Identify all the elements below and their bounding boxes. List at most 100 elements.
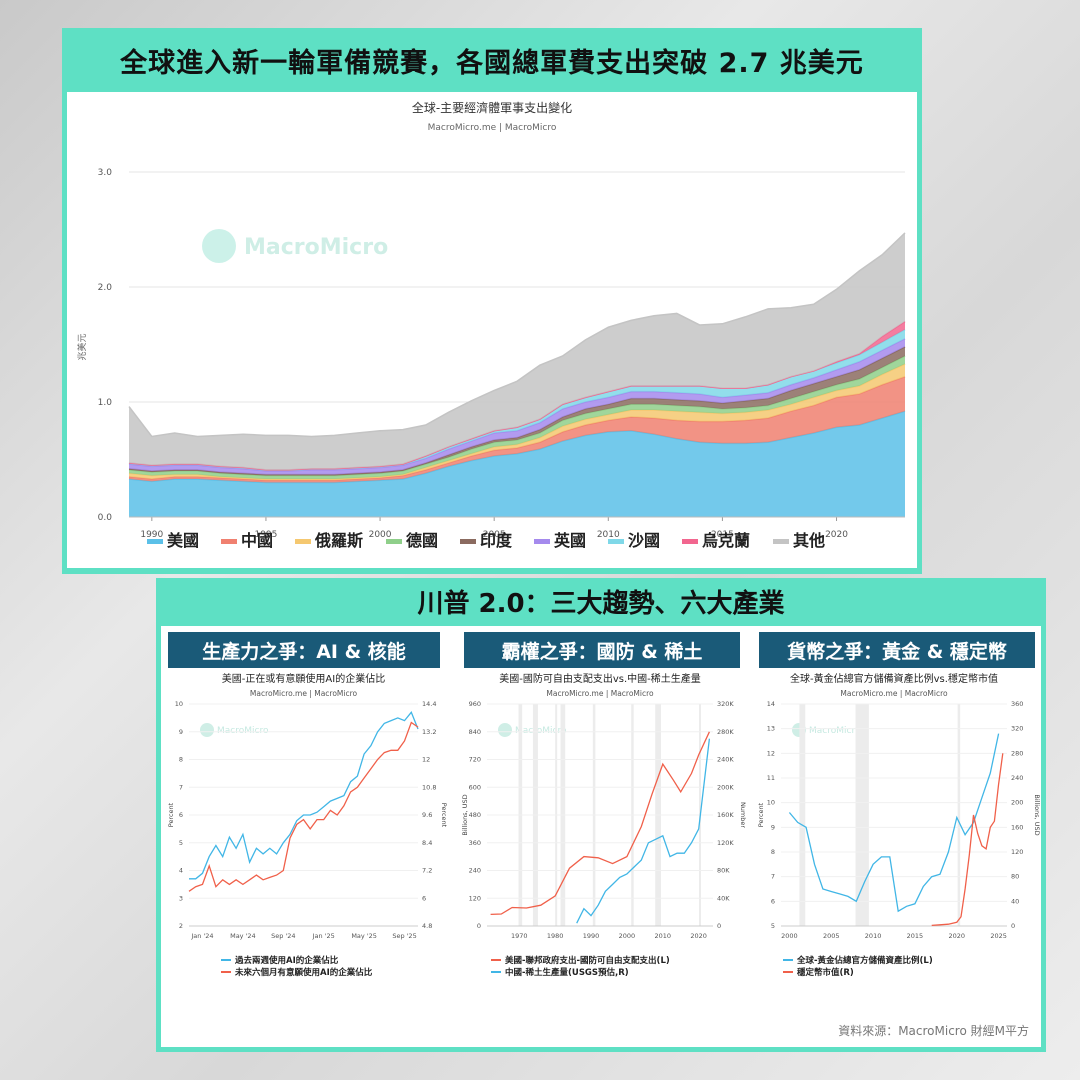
x-tick-label: 1995 <box>254 530 277 540</box>
y-right-tick: 200K <box>717 783 734 791</box>
y-left-tick: 8 <box>771 848 775 856</box>
legend-label: 德國 <box>406 531 438 550</box>
legend-label: 穩定幣市值(R) <box>796 967 854 978</box>
y-left-tick: 5 <box>179 839 183 847</box>
y-right-tick: 320K <box>717 700 734 708</box>
line-series-穩定幣市值(R) <box>931 753 1004 927</box>
y-left-tick: 10 <box>175 700 183 708</box>
legend-item-俄羅斯: 俄羅斯 <box>295 531 363 550</box>
y-left-tick: 14 <box>767 700 775 708</box>
legend-item-印度: 印度 <box>460 531 513 550</box>
y-right-tick: 280 <box>1011 749 1023 757</box>
y-right-tick: 6 <box>422 894 426 902</box>
y-left-tick: 8 <box>179 756 183 764</box>
area-series-中國 <box>129 376 905 483</box>
y-right-tick: 4.8 <box>422 922 432 930</box>
y-left-tick: 2 <box>179 922 183 930</box>
y-right-tick: 13.2 <box>422 728 436 736</box>
panel-chart-subtitle: MacroMicro.me | MacroMicro <box>546 689 654 698</box>
y-right-tick: 240 <box>1011 774 1023 782</box>
y-right-tick: 360 <box>1011 700 1023 708</box>
legend-item-美國: 美國 <box>147 531 199 550</box>
x-tick-label: 2010 <box>865 932 882 940</box>
right-axis-label: Percent <box>440 803 448 828</box>
y-left-tick: 0 <box>477 922 481 930</box>
y-right-tick: 120 <box>1011 848 1023 856</box>
x-tick-label: 1990 <box>583 932 600 940</box>
panel-header-defense: 霸權之爭：國防 & 稀土 <box>464 632 740 668</box>
legend-label: 其他 <box>793 531 825 550</box>
y-right-tick: 240K <box>717 756 734 764</box>
y-right-tick: 9.6 <box>422 811 432 819</box>
gold-stablecoin-chart: 全球-黃金佔總官方儲備資產比例vs.穩定幣市值 MacroMicro.me | M… <box>757 672 1041 978</box>
legend-label: 俄羅斯 <box>314 531 363 550</box>
y-left-tick: 11 <box>767 774 775 782</box>
watermark-logo <box>200 723 214 737</box>
legend-item-穩定幣市值(R): 穩定幣市值(R) <box>783 967 854 978</box>
y-left-tick: 480 <box>469 811 481 819</box>
x-tick-label: 2010 <box>655 932 672 940</box>
x-tick-label: May '24 <box>230 932 256 940</box>
left-axis-label: Billions, USD <box>461 794 469 835</box>
legend-item-英國: 英國 <box>534 531 586 550</box>
line-series-中國-稀土生產量(USGS預估,R) <box>576 738 711 924</box>
legend-label: 中國-稀土生產量(USGS預估,R) <box>505 967 629 978</box>
panel-header-ai: 生產力之爭：AI & 核能 <box>168 632 440 668</box>
x-tick-label: Sep '24 <box>271 932 295 940</box>
area-series-美國 <box>129 411 905 517</box>
y-right-tick: 160K <box>717 811 734 819</box>
source-note: 資料來源：MacroMicro 財經M平方 <box>838 1024 1029 1038</box>
trends-banner-title: 川普 2.0：三大趨勢、六大產業 <box>417 588 785 619</box>
chart-subtitle: MacroMicro.me | MacroMicro <box>428 123 557 133</box>
legend-label: 全球-黃金佔總官方儲備資產比例(L) <box>796 955 933 966</box>
recession-shade <box>799 704 806 926</box>
x-tick-label: 2020 <box>825 530 848 540</box>
watermark-logo <box>498 723 512 737</box>
left-axis-label: Percent <box>757 802 765 827</box>
legend-item-中國-稀土生產量(USGS預估,R): 中國-稀土生產量(USGS預估,R) <box>491 967 629 978</box>
y-right-tick: 8.4 <box>422 839 432 847</box>
y-left-tick: 10 <box>767 799 775 807</box>
panel-header-currency: 貨幣之爭：黃金 & 穩定幣 <box>759 632 1035 668</box>
defense-rare-earth-chart: 美國-國防可自由支配支出vs.中國-稀土生產量 MacroMicro.me | M… <box>461 672 747 978</box>
x-tick-label: Jan '25 <box>312 932 335 940</box>
y-right-tick: 10.8 <box>422 783 436 791</box>
y-left-tick: 5 <box>771 922 775 930</box>
y-left-tick: 6 <box>771 897 775 905</box>
legend-swatch <box>386 539 402 544</box>
panel-chart-subtitle: MacroMicro.me | MacroMicro <box>840 689 948 698</box>
y-left-tick: 9 <box>771 823 775 831</box>
y-right-tick: 80K <box>717 867 730 875</box>
watermark-text: MacroMicro <box>809 726 861 736</box>
y-right-tick: 40 <box>1011 897 1019 905</box>
x-tick-label: 2020 <box>949 932 966 940</box>
legend-label: 美國 <box>167 531 199 550</box>
line-series-全球-黃金佔總官方儲備資產比例(L) <box>788 733 1000 913</box>
panel-chart-title: 美國-國防可自由支配支出vs.中國-稀土生產量 <box>499 672 701 685</box>
y-left-tick: 360 <box>469 839 481 847</box>
x-tick-label: 2015 <box>711 530 734 540</box>
legend-item-過去兩週使用AI的企業佔比: 過去兩週使用AI的企業佔比 <box>221 955 339 966</box>
chart-container: 全球-主要經濟體軍事支出變化 MacroMicro.me | MacroMicro… <box>67 92 917 568</box>
x-tick-label: 1980 <box>547 932 564 940</box>
y-axis-label: 兆美元 <box>76 333 88 360</box>
legend-swatch <box>608 539 624 544</box>
legend-item-中國: 中國 <box>221 531 273 550</box>
watermark-logo <box>202 229 236 263</box>
line-series-過去兩週使用AI的企業佔比 <box>189 711 419 880</box>
legend-item-德國: 德國 <box>386 531 438 550</box>
right-axis-label: Number <box>739 802 747 828</box>
y-left-tick: 600 <box>469 783 481 791</box>
legend-swatch <box>295 539 311 544</box>
military-spending-card: 全球進入新一輪軍備競賽，各國總軍費支出突破 2.7 兆美元 全球-主要經濟體軍事… <box>62 28 922 574</box>
x-tick-label: 2000 <box>369 530 392 540</box>
panel-chart-title: 美國-正在或有意願使用AI的企業佔比 <box>222 672 385 685</box>
y-left-tick: 960 <box>469 700 481 708</box>
legend-label: 過去兩週使用AI的企業佔比 <box>234 955 339 966</box>
legend-item-烏克蘭: 烏克蘭 <box>682 531 750 550</box>
x-tick-label: 1990 <box>140 530 163 540</box>
y-left-tick: 9 <box>179 728 183 736</box>
y-left-tick: 120 <box>469 894 481 902</box>
y-left-tick: 13 <box>767 725 775 733</box>
watermark-text: MacroMicro <box>244 235 388 260</box>
